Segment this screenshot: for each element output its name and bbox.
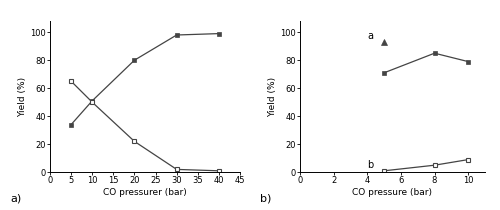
Y-axis label: Yield (%): Yield (%) (268, 76, 278, 117)
Text: b): b) (260, 194, 272, 204)
X-axis label: CO pressure (bar): CO pressure (bar) (352, 188, 432, 197)
Y-axis label: Yield (%): Yield (%) (18, 76, 28, 117)
X-axis label: CO pressurer (bar): CO pressurer (bar) (103, 188, 187, 197)
Text: a: a (367, 31, 373, 41)
Text: b: b (366, 160, 373, 170)
Text: a): a) (10, 194, 21, 204)
